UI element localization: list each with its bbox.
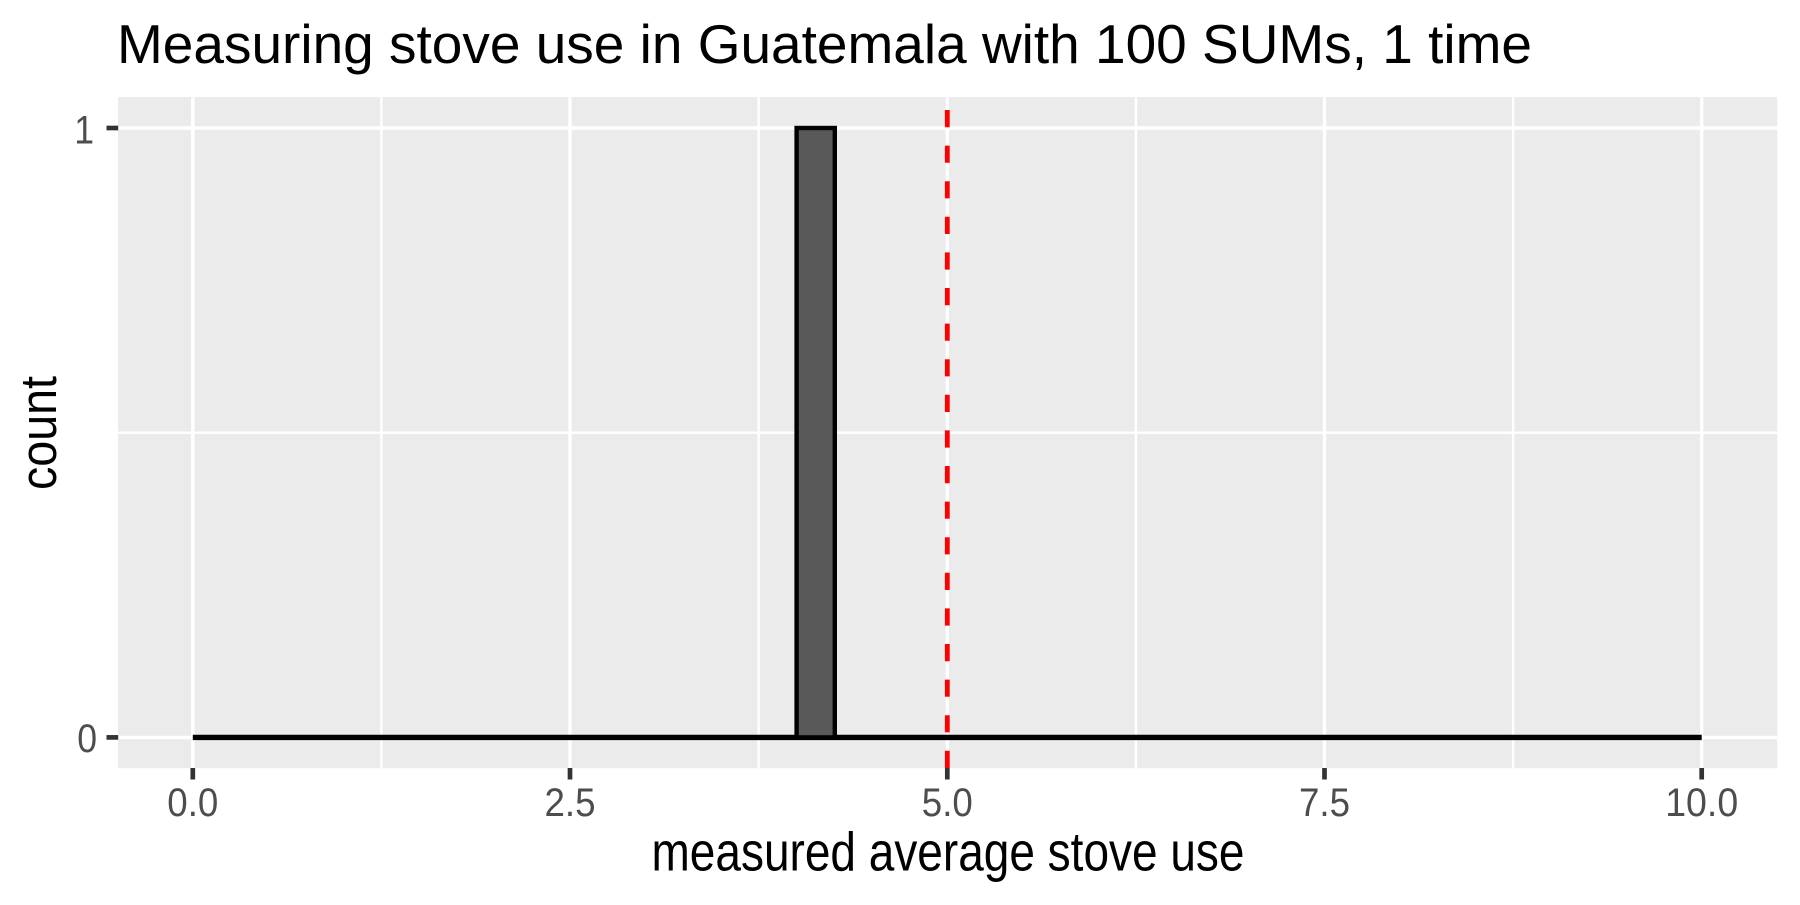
svg-text:1: 1 <box>74 109 94 153</box>
svg-text:10.0: 10.0 <box>1665 781 1738 825</box>
svg-text:5.0: 5.0 <box>922 781 973 825</box>
svg-text:measured average stove use: measured average stove use <box>652 821 1245 883</box>
svg-text:7.5: 7.5 <box>1299 781 1350 825</box>
svg-text:count: count <box>10 376 67 490</box>
svg-text:0: 0 <box>77 717 97 761</box>
svg-text:Measuring stove use in Guatema: Measuring stove use in Guatemala with 10… <box>117 13 1532 75</box>
svg-text:0.0: 0.0 <box>167 781 218 825</box>
svg-text:2.5: 2.5 <box>545 781 596 825</box>
